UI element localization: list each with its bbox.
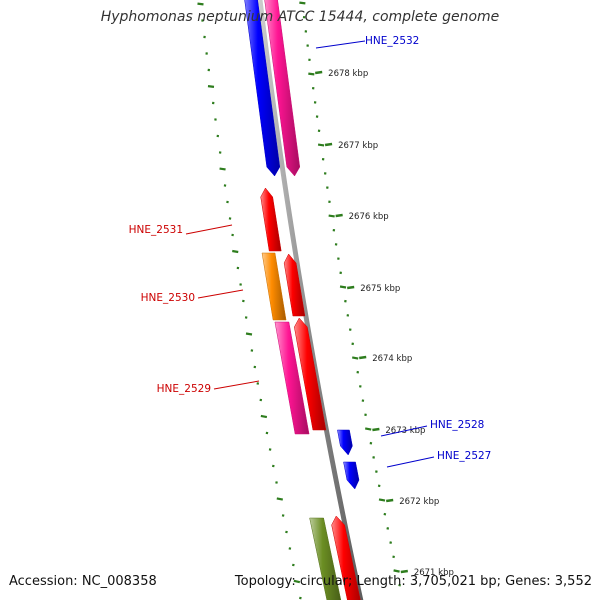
genome-backbone <box>257 0 364 600</box>
map-title: Hyphomonas neptunium ATCC 15444, complet… <box>100 9 500 25</box>
kbp-tick-2677 <box>324 142 333 147</box>
kbp-tick-2676 <box>335 213 343 218</box>
outer-scale-mark <box>393 569 400 573</box>
kbp-tick-label-2674: 2674 kbp <box>372 354 412 364</box>
kbp-tick-label-2675: 2675 kbp <box>360 284 400 294</box>
gene-feature-olive-gene <box>309 517 342 600</box>
inner-scale-mark <box>197 2 204 6</box>
kbp-tick-2671 <box>400 569 408 574</box>
kbp-tick-label-2671: 2671 kbp <box>414 568 454 578</box>
kbp-tick-2675 <box>347 285 355 290</box>
kbp-tick-2678 <box>315 70 323 75</box>
gene-feature-hne-2530 <box>261 252 287 321</box>
accession-text: Accession: NC_008358 <box>9 574 157 589</box>
kbp-tick-2674 <box>359 355 367 360</box>
inner-scale-mark <box>276 497 284 501</box>
outer-scale-mark <box>378 498 386 502</box>
outer-scale-mark <box>317 143 325 147</box>
gene-label-hne-2531: HNE_2531 <box>129 224 183 236</box>
gene-feature-hne-2528 <box>337 429 353 456</box>
leader-line-hne-2531 <box>185 224 233 235</box>
outer-scale-mark <box>328 214 335 218</box>
gene-feature-hne-2531 <box>260 187 282 252</box>
gene-label-hne-2529: HNE_2529 <box>157 383 211 395</box>
gene-feature-hne-2532-magenta <box>264 0 301 177</box>
leader-line-hne-2532 <box>315 40 366 49</box>
outer-scale-mark <box>308 72 315 76</box>
inner-scale-mark <box>207 85 215 88</box>
outer-scale-mark <box>299 1 306 5</box>
outer-scale-mark <box>364 427 372 431</box>
leader-line-hne-2527 <box>386 456 435 468</box>
gene-feature-red-gene-c <box>331 515 361 600</box>
gene-label-hne-2527: HNE_2527 <box>437 450 491 462</box>
inner-scale-mark <box>232 249 239 254</box>
leader-line-hne-2530 <box>197 289 244 299</box>
kbp-tick-label-2678: 2678 kbp <box>328 69 368 79</box>
gene-feature-red-gene-a <box>283 253 306 317</box>
gene-feature-hne-2527 <box>343 461 360 490</box>
gene-feature-hne-2529 <box>274 321 310 435</box>
leader-line-hne-2529 <box>213 380 260 390</box>
inner-scale-mark <box>219 167 226 171</box>
gene-label-hne-2530: HNE_2530 <box>141 292 195 304</box>
genome-summary-text: Topology: circular; Length: 3,705,021 bp… <box>234 574 592 589</box>
kbp-tick-2673 <box>372 427 380 432</box>
gene-feature-red-gene-b <box>294 317 327 431</box>
gene-label-hne-2528: HNE_2528 <box>430 419 484 431</box>
inner-scale-mark <box>245 332 253 336</box>
kbp-tick-label-2676: 2676 kbp <box>349 212 389 222</box>
inner-scale-mark <box>260 414 268 419</box>
kbp-tick-label-2672: 2672 kbp <box>399 497 439 507</box>
leader-line-hne-2528 <box>380 425 428 437</box>
outer-scale-mark <box>339 285 347 289</box>
inner-scale-mark <box>293 579 301 584</box>
gene-feature-hne-2532-blue <box>244 0 281 177</box>
outer-scale-mark <box>352 356 359 360</box>
kbp-tick-2672 <box>386 498 394 503</box>
gene-label-hne-2532: HNE_2532 <box>365 35 419 47</box>
kbp-tick-label-2677: 2677 kbp <box>338 141 378 151</box>
